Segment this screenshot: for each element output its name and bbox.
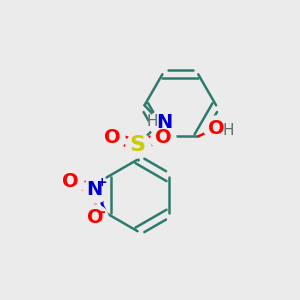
Text: N: N <box>87 180 103 199</box>
Text: H: H <box>222 123 234 138</box>
Text: -: - <box>99 205 105 219</box>
Text: O: O <box>104 128 121 147</box>
Text: N: N <box>157 113 173 132</box>
Text: O: O <box>208 119 224 138</box>
Text: S: S <box>130 135 146 155</box>
Text: O: O <box>155 128 171 147</box>
Text: +: + <box>97 176 107 189</box>
Text: O: O <box>86 208 103 227</box>
Text: O: O <box>62 172 79 191</box>
Text: H: H <box>146 114 158 129</box>
